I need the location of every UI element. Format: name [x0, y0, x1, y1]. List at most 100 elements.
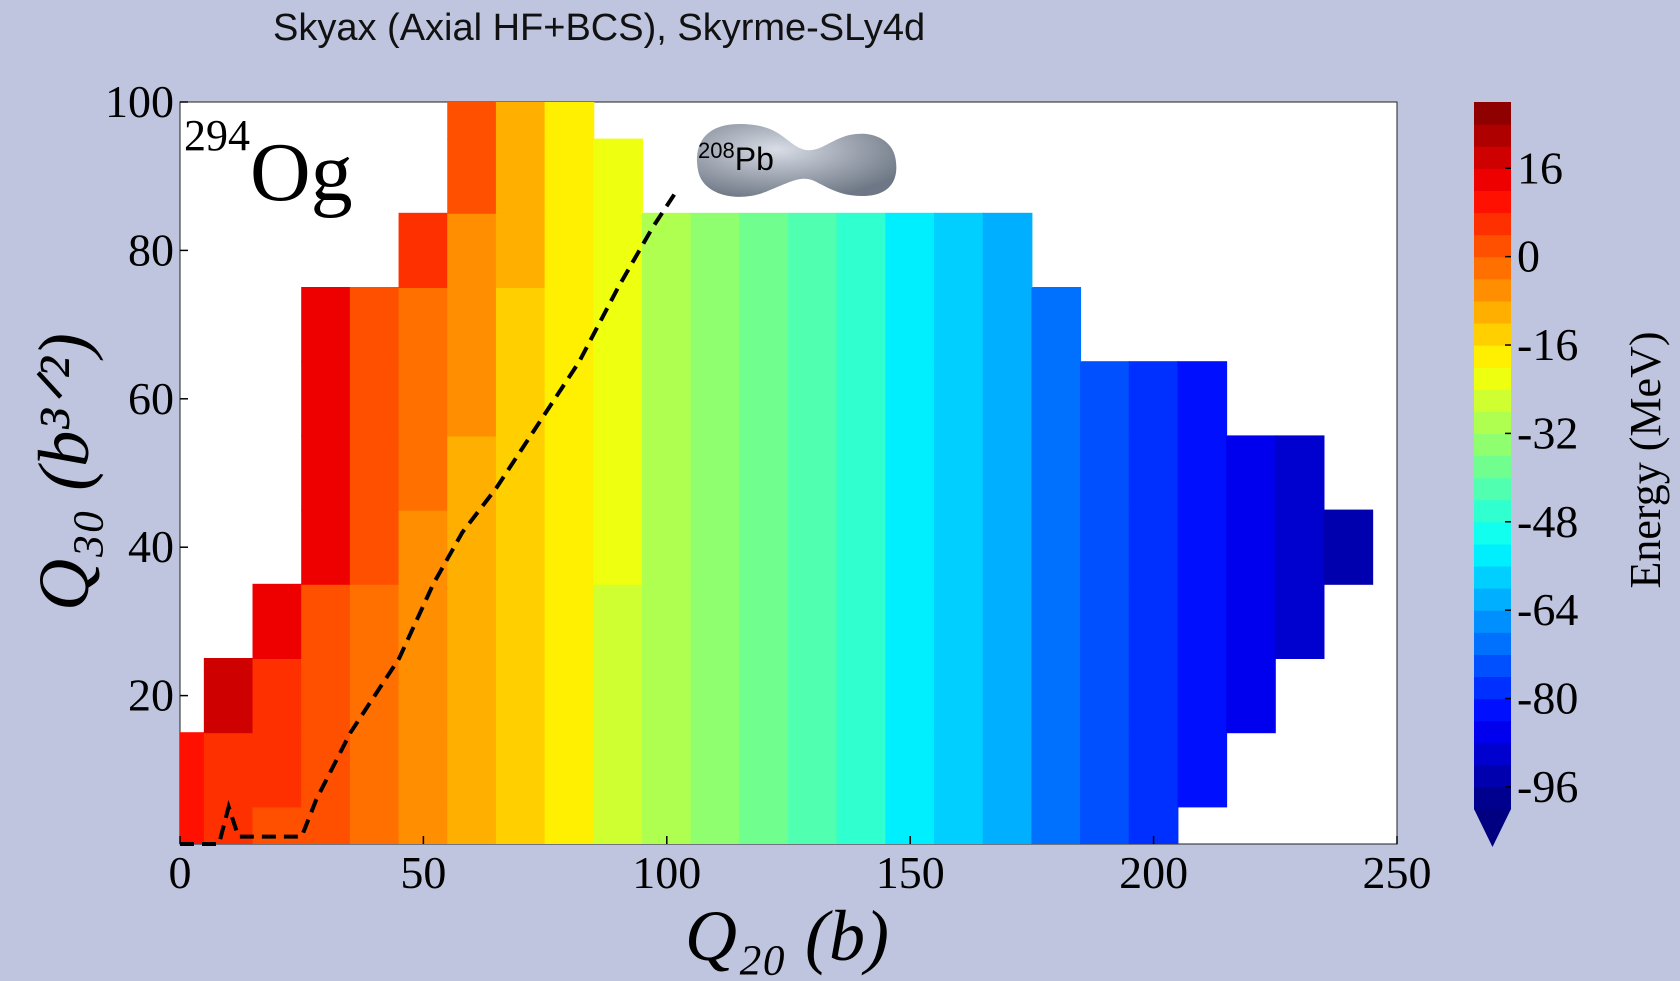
cell	[788, 212, 838, 288]
cell	[836, 435, 887, 511]
cell	[739, 287, 789, 363]
cell	[447, 102, 497, 140]
cell	[1177, 435, 1228, 511]
cell	[1323, 509, 1374, 585]
cell	[398, 658, 449, 734]
cell	[885, 287, 936, 363]
cell	[788, 361, 838, 437]
colorbar-band	[1474, 786, 1511, 810]
cell	[934, 361, 984, 437]
colorbar-band	[1474, 543, 1511, 567]
cell	[739, 435, 789, 511]
heatmap	[180, 102, 1374, 844]
cell	[544, 102, 595, 140]
colorbar-band	[1474, 742, 1511, 766]
cell	[836, 806, 887, 844]
colorbar-band	[1474, 433, 1511, 457]
colorbar-band	[1474, 720, 1511, 744]
colorbar-tick-label: 16	[1517, 142, 1563, 193]
cell	[1128, 583, 1179, 659]
cell	[544, 138, 595, 214]
cell	[1177, 732, 1228, 808]
cell	[1226, 658, 1276, 734]
nucleus-label: 294Og	[184, 111, 353, 219]
cell	[398, 361, 449, 437]
colorbar-band	[1474, 322, 1511, 346]
cell	[788, 806, 838, 844]
cell	[982, 658, 1033, 734]
cell	[982, 212, 1033, 288]
colorbar-band	[1474, 234, 1511, 258]
cell	[593, 583, 643, 659]
cell	[544, 583, 595, 659]
colorbar-band	[1474, 278, 1511, 302]
cell	[593, 509, 643, 585]
cell	[836, 732, 887, 808]
cell	[1177, 583, 1228, 659]
cell	[641, 212, 692, 288]
y-tick-label: 40	[128, 521, 174, 572]
cell	[885, 658, 936, 734]
cell	[252, 583, 303, 659]
cell	[1080, 361, 1130, 437]
cell	[836, 361, 887, 437]
y-tick-label: 80	[128, 224, 174, 275]
x-tick-label: 150	[876, 847, 945, 898]
cell	[739, 658, 789, 734]
cell	[1031, 361, 1082, 437]
colorbar-band	[1474, 565, 1511, 589]
cell	[788, 732, 838, 808]
cell	[1080, 658, 1130, 734]
y-tick-label: 100	[105, 76, 174, 127]
cell	[1080, 732, 1130, 808]
cell	[1177, 509, 1228, 585]
cell	[1226, 435, 1276, 511]
cell	[1031, 287, 1082, 363]
cell	[1274, 583, 1325, 659]
cell	[1080, 806, 1130, 844]
colorbar-band	[1474, 389, 1511, 412]
cell	[495, 212, 546, 288]
cell	[1031, 732, 1082, 808]
cell	[690, 435, 741, 511]
cell	[593, 212, 643, 288]
cell	[934, 732, 984, 808]
cell	[1226, 509, 1276, 585]
cell	[739, 509, 789, 585]
colorbar-band	[1474, 764, 1511, 788]
y-tick-label: 60	[128, 373, 174, 424]
cell	[641, 658, 692, 734]
cell	[885, 583, 936, 659]
cell	[836, 287, 887, 363]
cell	[301, 583, 351, 659]
colorbar-tick-label: -64	[1517, 584, 1578, 635]
cell	[447, 806, 497, 844]
cell	[788, 658, 838, 734]
cell	[544, 212, 595, 288]
cell	[495, 509, 546, 585]
cell	[934, 435, 984, 511]
cell	[447, 138, 497, 214]
cell	[544, 732, 595, 808]
x-axis-label: Q₂₀ (b)	[685, 896, 889, 976]
cell	[1031, 806, 1082, 844]
cell	[495, 732, 546, 808]
cell	[690, 509, 741, 585]
fragment-mass: 208	[698, 138, 735, 163]
cell	[690, 732, 741, 808]
cell	[544, 806, 595, 844]
cell	[495, 583, 546, 659]
cell	[982, 806, 1033, 844]
cell	[788, 509, 838, 585]
cell	[1128, 509, 1179, 585]
cell	[1226, 583, 1276, 659]
cell	[982, 287, 1033, 363]
cell	[836, 212, 887, 288]
cell	[934, 509, 984, 585]
cell	[739, 806, 789, 844]
cell	[398, 583, 449, 659]
cell	[1031, 509, 1082, 585]
cell	[690, 806, 741, 844]
cell	[1031, 435, 1082, 511]
cell	[301, 361, 351, 437]
